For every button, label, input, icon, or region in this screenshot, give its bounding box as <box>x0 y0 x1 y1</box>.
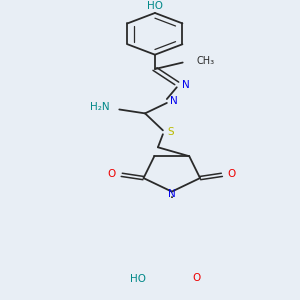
Text: N: N <box>168 189 176 199</box>
Text: N: N <box>170 96 178 106</box>
Text: N: N <box>182 80 190 90</box>
Text: HO: HO <box>130 274 146 284</box>
Text: O: O <box>228 169 236 178</box>
Text: CH₃: CH₃ <box>196 56 215 66</box>
Text: HO: HO <box>147 1 163 11</box>
Text: S: S <box>168 127 175 137</box>
Text: O: O <box>192 273 201 283</box>
Text: O: O <box>108 169 116 178</box>
Text: H₂N: H₂N <box>90 102 110 112</box>
